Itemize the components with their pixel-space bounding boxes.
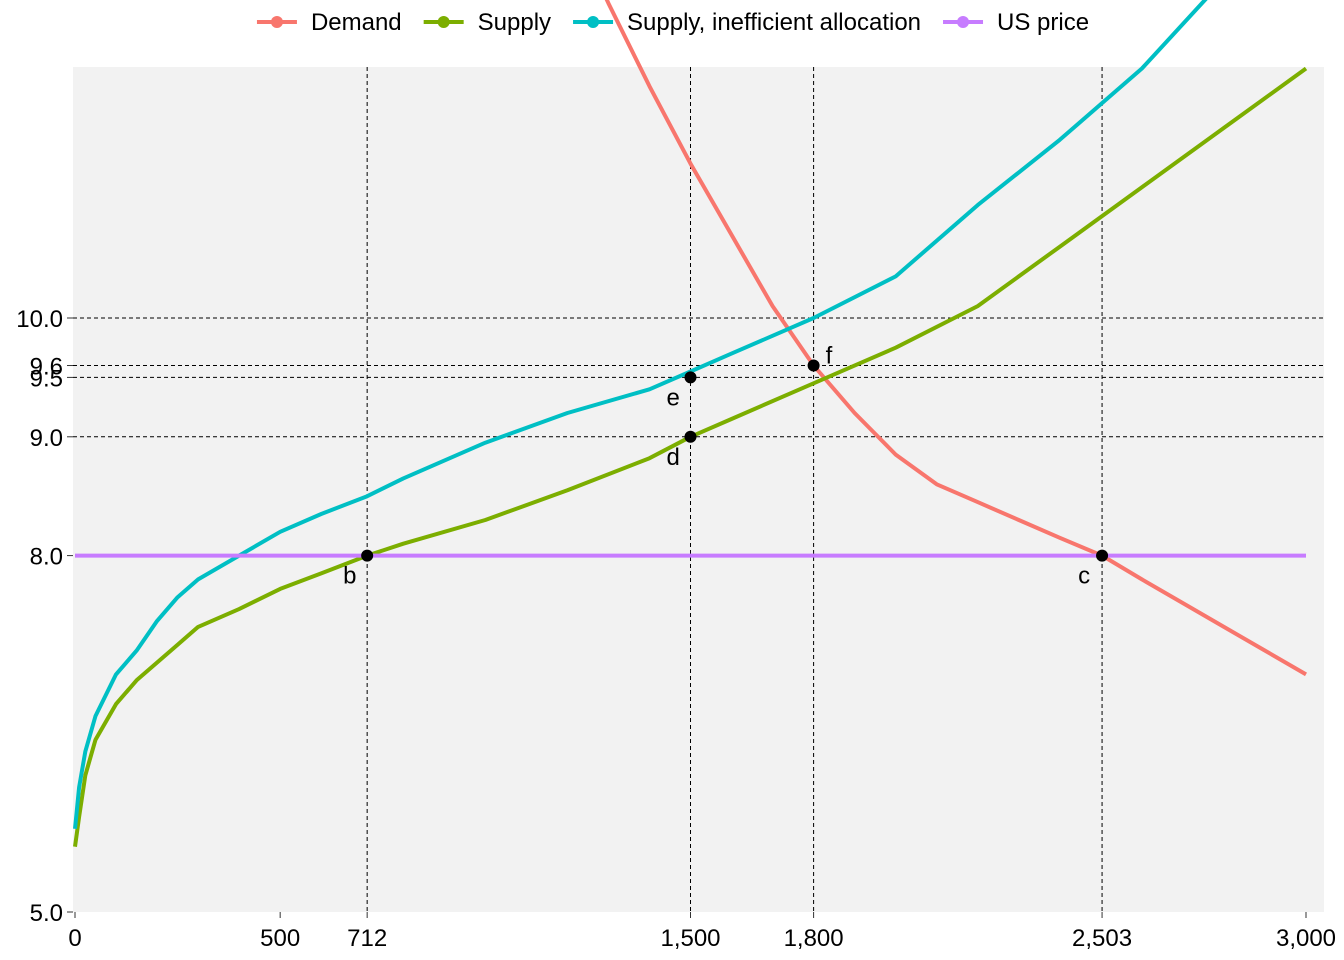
y-tick-label: 8.0: [30, 544, 63, 571]
series-line-supply-inefficient-allocation: [73, 0, 1208, 829]
x-tick-label: 500: [260, 925, 300, 952]
legend-key-dot: [437, 16, 450, 28]
x-tick-label: 3,000: [1276, 925, 1336, 952]
point-e: [684, 371, 697, 384]
legend-key-dot: [957, 16, 970, 28]
x-tick-label: 1,800: [784, 925, 844, 952]
y-tick-label: 9.5: [30, 365, 63, 392]
series-line-supply: [73, 66, 1308, 847]
legend-item-supply-inefficient-allocation: Supply, inefficient allocation: [573, 9, 921, 36]
legend-label: Demand: [311, 9, 402, 36]
legend: Demand Supply Supply, inefficient allocati…: [256, 9, 1089, 36]
legend-key-dot: [587, 16, 600, 28]
legend-label: US price: [997, 9, 1089, 36]
y-tick-label: 5.0: [30, 900, 63, 927]
y-tick-label: 9.6: [30, 354, 63, 381]
legend-label: Supply: [478, 9, 551, 36]
legend-item-us-price: US price: [943, 9, 1089, 36]
legend-item-demand: Demand: [256, 9, 402, 36]
point-label-f: f: [826, 343, 833, 370]
point-c: [1096, 549, 1109, 562]
legend-label: Supply, inefficient allocation: [627, 9, 921, 36]
axes: 0 500 712 1,500 1,800 2,503 3,000 5.0 8.0 9.0 9.59…: [16, 306, 1336, 952]
x-tick-label: 2,503: [1072, 925, 1132, 952]
point-d: [684, 430, 697, 443]
legend-key-dot: [270, 16, 283, 28]
point-b: [361, 549, 374, 562]
point-label-c: c: [1078, 563, 1090, 590]
point-label-b: b: [343, 563, 356, 590]
x-tick-label: 712: [347, 925, 387, 952]
legend-item-supply: Supply: [423, 9, 551, 36]
series-line-demand: [604, 0, 1308, 677]
reference-lines: [73, 67, 1324, 912]
labeled-points: b c d e f: [343, 343, 1109, 590]
x-tick-label: 1,500: [660, 925, 720, 952]
x-tick-label: 0: [68, 925, 81, 952]
y-tick-label: 9.0: [30, 425, 63, 452]
point-label-e: e: [667, 384, 680, 411]
y-tick-label: 10.0: [16, 306, 63, 333]
point-label-d: d: [667, 444, 680, 471]
point-f: [807, 359, 820, 372]
